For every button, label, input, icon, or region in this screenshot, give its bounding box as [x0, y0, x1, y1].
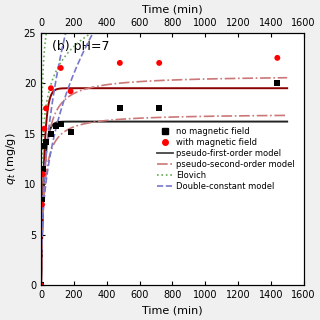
Point: [117, 60, 122, 66]
Point: [58, 65, 63, 70]
Y-axis label: $q_t$ (mg/g): $q_t$ (mg/g): [4, 133, 18, 185]
Point: [157, 60, 162, 66]
Point: [39, 202, 44, 207]
Point: [38, 283, 44, 288]
Point: [68, 129, 73, 134]
Point: [58, 121, 63, 126]
Point: [275, 55, 280, 60]
Point: [38, 283, 44, 288]
Point: [68, 89, 73, 94]
Point: [42, 126, 47, 131]
X-axis label: Time (min): Time (min): [142, 306, 203, 316]
Point: [40, 172, 45, 177]
Text: (b) pH=7: (b) pH=7: [52, 40, 109, 53]
Point: [40, 166, 45, 172]
Point: [157, 106, 162, 111]
Point: [44, 139, 49, 144]
Legend: no magnetic field, with magnetic field, pseudo-first-order model, pseudo-second-: no magnetic field, with magnetic field, …: [152, 123, 300, 196]
Point: [53, 123, 59, 128]
Point: [44, 106, 49, 111]
Point: [275, 81, 280, 86]
Point: [48, 86, 53, 91]
Point: [117, 106, 122, 111]
X-axis label: Time (min): Time (min): [142, 4, 203, 14]
Point: [39, 197, 44, 202]
Point: [48, 131, 53, 136]
Point: [42, 143, 47, 148]
